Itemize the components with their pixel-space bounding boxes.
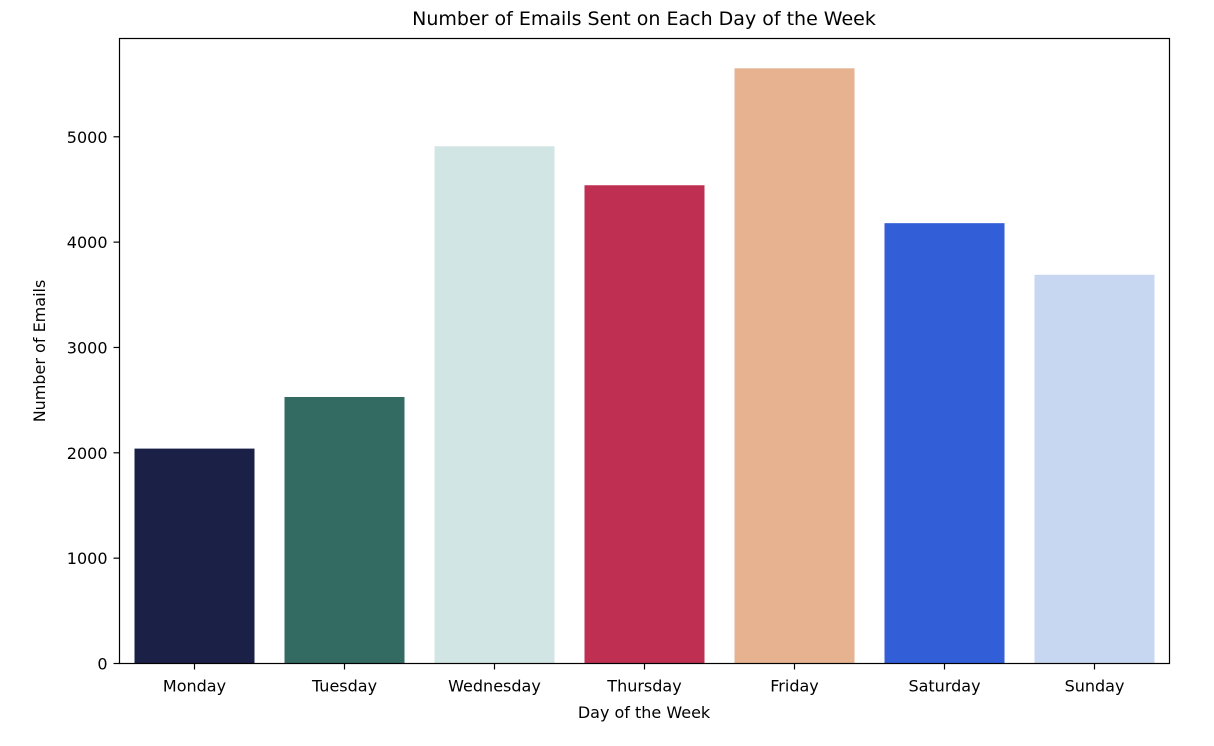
y-tick-label: 4000 bbox=[67, 233, 108, 252]
x-tick-label: Saturday bbox=[908, 677, 980, 696]
y-tick-label: 1000 bbox=[67, 549, 108, 568]
x-axis-ticks: Monday Tuesday Wednesday Thursday Friday Satu… bbox=[163, 663, 1125, 696]
bar-friday bbox=[734, 68, 855, 664]
chart-title: Number of Emails Sent on Each Day of the… bbox=[412, 8, 876, 30]
bar-monday bbox=[134, 448, 255, 664]
x-tick-label: Sunday bbox=[1065, 677, 1125, 696]
bar-tuesday bbox=[284, 396, 405, 664]
bar-thursday bbox=[584, 185, 705, 664]
x-tick-label: Monday bbox=[163, 677, 226, 696]
bars-layer bbox=[134, 68, 1155, 664]
y-tick-label: 0 bbox=[97, 655, 107, 674]
x-tick-label: Wednesday bbox=[448, 677, 541, 696]
x-tick-label: Tuesday bbox=[311, 677, 377, 696]
y-tick-label: 2000 bbox=[67, 444, 108, 463]
y-tick-label: 5000 bbox=[67, 128, 108, 147]
x-tick-label: Friday bbox=[770, 677, 819, 696]
x-tick-label: Thursday bbox=[606, 677, 681, 696]
y-tick-label: 3000 bbox=[67, 338, 108, 357]
plot-frame bbox=[118, 37, 1171, 665]
y-axis-label: Number of Emails bbox=[30, 280, 49, 423]
bar-sunday bbox=[1034, 274, 1155, 664]
bar-saturday bbox=[884, 223, 1005, 664]
bar-wednesday bbox=[434, 146, 555, 664]
y-axis-ticks: 0 1000 2000 3000 4000 5000 bbox=[67, 128, 120, 674]
x-axis-label: Day of the Week bbox=[578, 703, 711, 722]
